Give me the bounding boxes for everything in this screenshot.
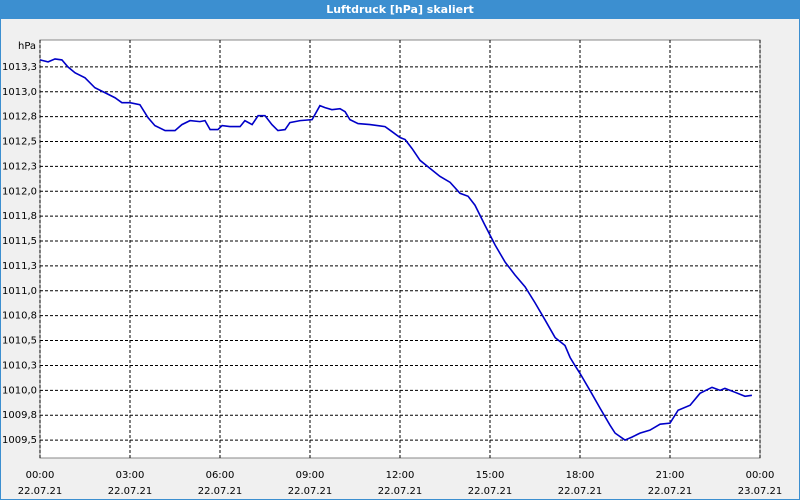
y-tick-label: 1013,0 [2, 87, 37, 98]
x-tick-label: 09:00 22.07.21 [288, 470, 333, 497]
x-tick-label-line: 03:00 [116, 470, 145, 481]
y-tick-label: 1010,0 [2, 385, 37, 396]
y-tick-label: 1012,0 [2, 186, 37, 197]
y-tick-label: 1011,0 [2, 286, 37, 297]
x-tick-label-line: 15:00 [476, 470, 505, 481]
x-tick-label-line: 12:00 [386, 470, 415, 481]
y-tick-label: 1011,8 [2, 211, 37, 222]
x-tick-label: 15:00 22.07.21 [468, 470, 513, 497]
x-tick-label-line: 09:00 [296, 470, 325, 481]
x-tick-label: 12:00 22.07.21 [378, 470, 423, 497]
x-tick-label-line: 22.07.21 [648, 486, 693, 497]
chart-title: Luftdruck [hPa] skaliert [326, 3, 474, 16]
data-line [39, 58, 753, 441]
x-tick-label-line: 22.07.21 [18, 486, 63, 497]
plot-area [39, 39, 761, 459]
y-axis-label: hPa [18, 41, 36, 52]
x-tick-label-line: 21:00 [656, 470, 685, 481]
x-tick-label-line: 06:00 [206, 470, 235, 481]
y-tick-label: 1011,3 [2, 261, 37, 272]
y-tick-label: 1013,3 [2, 62, 37, 73]
x-tick-label: 00:00 22.07.21 [18, 470, 63, 497]
x-tick-label: 06:00 22.07.21 [198, 470, 243, 497]
x-tick-label-line: 00:00 [26, 470, 55, 481]
x-tick-label: 18:00 22.07.21 [558, 470, 603, 497]
x-tick-label-line: 18:00 [566, 470, 595, 481]
y-tick-label: 1012,8 [2, 112, 37, 123]
x-tick-label-line: 22.07.21 [558, 486, 603, 497]
x-tick-label: 00:00 23.07.21 [738, 470, 783, 497]
x-tick-label: 03:00 22.07.21 [108, 470, 153, 497]
y-tick-label: 1012,5 [2, 137, 37, 148]
y-tick-label: 1012,3 [2, 161, 37, 172]
x-tick-label-line: 23.07.21 [738, 486, 783, 497]
x-tick-label-line: 22.07.21 [468, 486, 513, 497]
x-tick-label: 21:00 22.07.21 [648, 470, 693, 497]
x-tick-label-line: 00:00 [746, 470, 775, 481]
x-tick-label-line: 22.07.21 [378, 486, 423, 497]
y-tick-label: 1011,5 [2, 236, 37, 247]
y-tick-label: 1010,5 [2, 336, 37, 347]
y-tick-label: 1009,8 [2, 410, 37, 421]
x-tick-label-line: 22.07.21 [198, 486, 243, 497]
title-bar [0, 0, 800, 19]
y-tick-label: 1009,5 [2, 435, 37, 446]
x-tick-label-line: 22.07.21 [288, 486, 333, 497]
y-tick-label: 1010,3 [2, 360, 37, 371]
x-tick-label-line: 22.07.21 [108, 486, 153, 497]
y-tick-label: 1010,8 [2, 311, 37, 322]
